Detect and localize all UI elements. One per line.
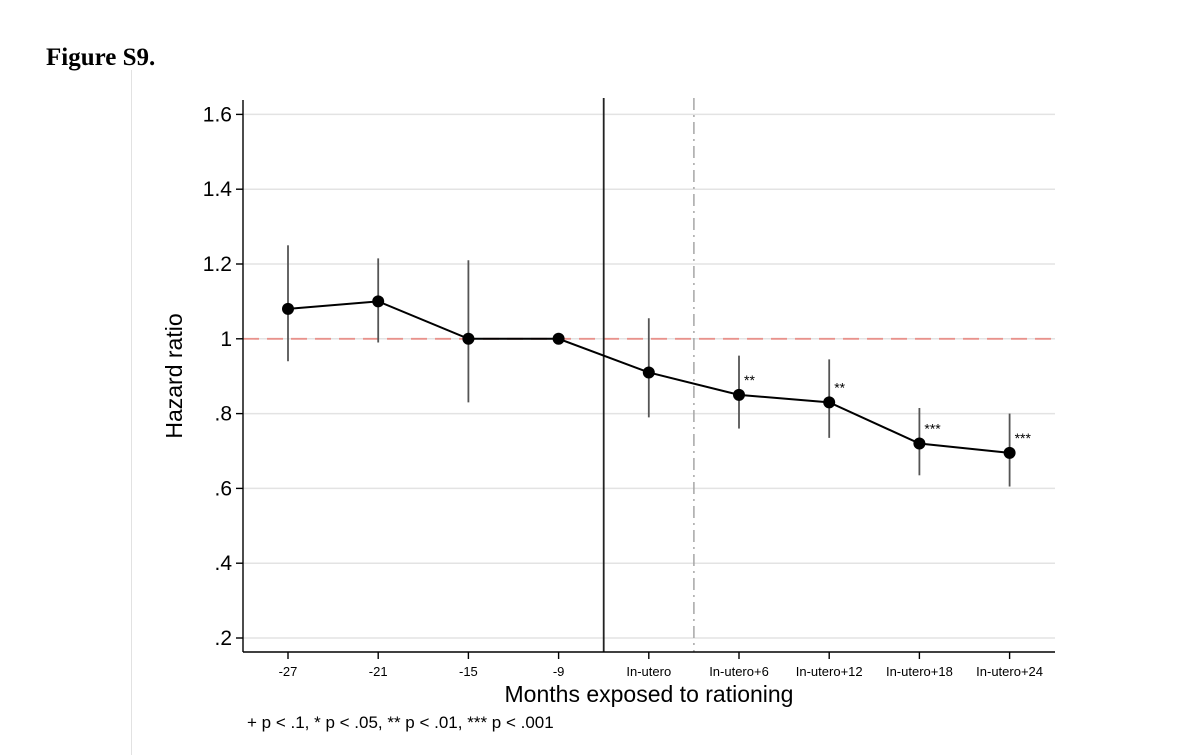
x-tick-label-7: In-utero+18 (886, 664, 953, 679)
significance-labels-layer: ** ******** (744, 372, 1031, 446)
significance-label-5: ** (744, 372, 755, 388)
y-ticks-layer: .2 .4 .6 .8 1 1.2 1.4 1.6 (203, 103, 243, 650)
significance-label-6: ** (834, 379, 845, 395)
significance-label-7: *** (924, 421, 941, 437)
significance-footnote: + p < .1, * p < .05, ** p < .01, *** p <… (247, 713, 554, 732)
vertical-lines-layer (602, 98, 695, 652)
x-tick-label-2: -15 (459, 664, 478, 679)
y-tick-label-5: 1.2 (203, 253, 232, 276)
data-points-layer (282, 295, 1016, 459)
x-axis-title: Months exposed to rationing (505, 681, 794, 707)
data-point-0 (282, 302, 294, 315)
data-point-4 (642, 366, 655, 379)
page-margin-rule (131, 70, 132, 755)
x-tick-label-1: -21 (369, 664, 388, 679)
data-point-1 (372, 295, 385, 308)
data-point-6 (823, 396, 836, 409)
x-tick-label-6: In-utero+12 (796, 664, 863, 679)
data-point-3 (552, 332, 565, 345)
x-tick-label-4: In-utero (626, 664, 671, 679)
x-tick-label-8: In-utero+24 (976, 664, 1043, 679)
data-point-2 (462, 332, 475, 345)
y-tick-label-3: .8 (214, 403, 232, 426)
significance-label-8: *** (1015, 430, 1032, 446)
y-tick-label-7: 1.6 (203, 103, 232, 126)
confidence-intervals-layer (287, 245, 1011, 487)
x-tick-label-0: -27 (279, 664, 298, 679)
data-point-7 (913, 437, 926, 450)
y-tick-label-0: .2 (214, 627, 232, 650)
y-tick-label-2: .6 (214, 477, 232, 500)
y-tick-label-4: 1 (220, 328, 232, 351)
x-tick-label-3: -9 (553, 664, 565, 679)
y-tick-label-6: 1.4 (203, 178, 233, 201)
x-ticks-layer: -27 -21 -15 -9 In-utero In-utero+6 In-utero+12… (279, 652, 1043, 679)
x-tick-label-5: In-utero+6 (709, 664, 769, 679)
y-axis-title: Hazard ratio (161, 313, 187, 438)
y-tick-label-1: .4 (214, 552, 232, 575)
figure-heading: Figure S9. (46, 44, 156, 71)
data-point-5 (733, 388, 745, 401)
data-point-8 (1003, 446, 1016, 459)
